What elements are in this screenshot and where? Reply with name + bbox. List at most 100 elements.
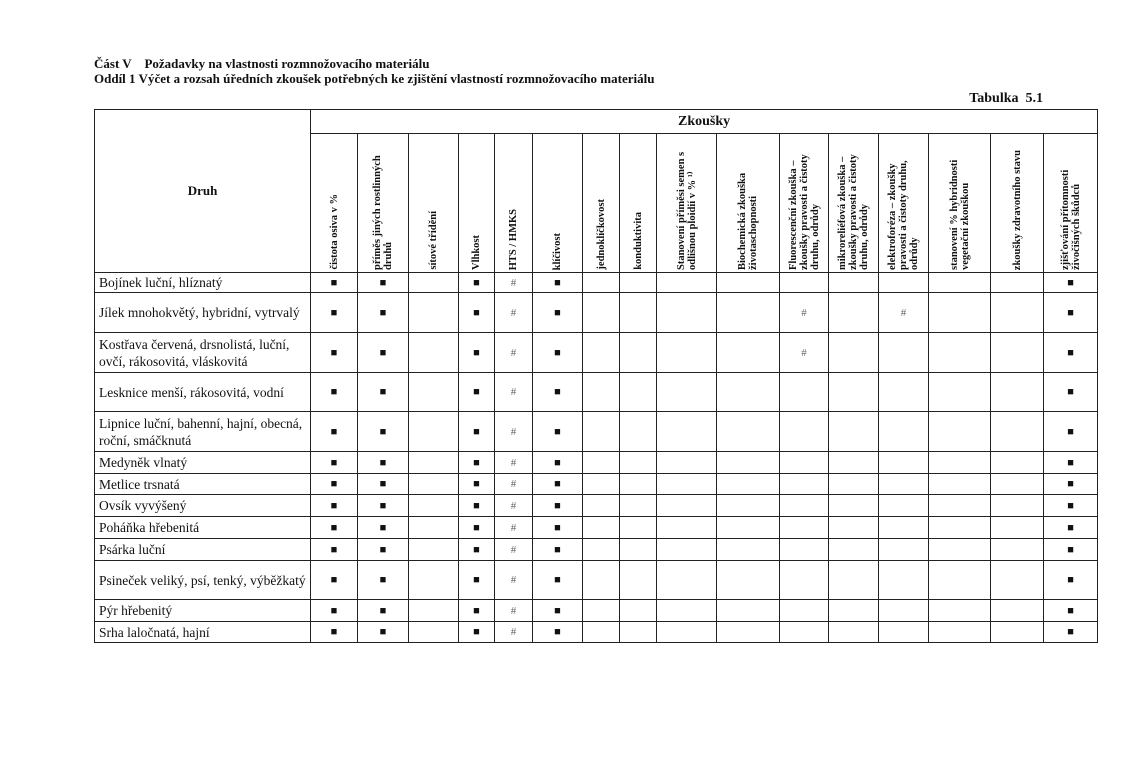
square-mark: ■ [554,276,561,289]
column-header: Vlhkost [458,133,495,273]
hash-mark: # [510,306,517,319]
test-cell: ■ [357,372,409,412]
column-header-label: HTS / HMKS [508,208,519,270]
test-cell: ■ [532,292,583,333]
test-cell [928,560,991,600]
test-cell [828,560,879,600]
table-row: Jílek mnohokvětý, hybridní, vytrvalý ■ ■ ■ #… [94,292,1099,333]
test-cell: ■ [310,272,358,293]
test-cell [582,473,620,495]
species-name: Pýr hřebenitý [94,599,311,622]
test-cell [408,451,459,474]
square-mark: ■ [473,456,480,469]
species-name: Kostřava červená, drsnolistá, luční, ovč… [94,332,311,373]
test-cell [828,411,879,452]
species-name: Metlice trsnatá [94,473,311,495]
test-cell: ■ [357,451,409,474]
test-cell [619,411,657,452]
test-cell [619,516,657,539]
test-cell: ■ [357,560,409,600]
test-cell: ■ [357,516,409,539]
hash-mark: # [510,346,517,359]
test-cell: # [878,292,929,333]
test-cell [582,516,620,539]
test-cell: # [494,451,533,474]
species-name: Jílek mnohokvětý, hybridní, vytrvalý [94,292,311,333]
test-cell: ■ [357,332,409,373]
test-cell [716,332,780,373]
test-cell [828,372,879,412]
test-cell [990,560,1044,600]
test-cell: ■ [1042,473,1099,495]
square-mark: ■ [554,499,561,512]
test-cell: ■ [1042,332,1099,373]
square-mark: ■ [379,306,387,319]
column-header-label: jednoklíčkovost [595,199,607,270]
hash-mark: # [900,306,907,319]
table-row: Pýr hřebenitý ■ ■ ■ # ■ ■ [94,599,1099,622]
test-cell [656,621,717,643]
square-mark: ■ [1067,626,1074,638]
test-cell [582,372,620,412]
test-cell [828,621,879,643]
square-mark: ■ [330,604,338,617]
test-cell: # [494,473,533,495]
test-cell [619,272,657,293]
test-cell [408,494,459,517]
test-cell: ■ [357,411,409,452]
test-cell [656,599,717,622]
druh-header: Druh [94,109,311,273]
test-cell [582,538,620,561]
test-cell [928,494,991,517]
test-cell [656,494,717,517]
group-header: Zkoušky [309,109,1099,134]
test-cell [779,516,829,539]
column-header-label: konduktivita [632,212,644,270]
test-cell [928,372,991,412]
column-header-label: zjišťování přítomnosti živočišných škůdc… [1059,169,1082,270]
test-cell [656,332,717,373]
test-cell: ■ [310,332,358,373]
species-name: Lesknice menší, rákosovitá, vodní [94,372,311,412]
tests-table: Druh Zkoušky čistota osiva v % příměs jin… [94,109,1099,643]
square-mark: ■ [473,499,480,512]
test-cell [928,272,991,293]
test-cell [656,372,717,412]
test-cell: ■ [310,560,358,600]
test-cell [779,451,829,474]
test-cell [716,516,780,539]
test-cell: ■ [532,494,583,517]
test-cell [878,372,929,412]
test-cell [408,372,459,412]
test-cell [656,451,717,474]
square-mark: ■ [330,306,338,319]
square-mark: ■ [554,543,561,556]
square-mark: ■ [330,543,338,556]
test-cell [656,292,717,333]
test-cell: ■ [357,494,409,517]
test-cell: ■ [357,272,409,293]
test-cell: ■ [357,621,409,643]
part-title: Část V Požadavky na vlastnosti rozmnožov… [94,56,430,71]
table-row: Medyněk vlnatý ■ ■ ■ # ■ ■ [94,451,1099,474]
test-cell: ■ [357,473,409,495]
test-cell: ■ [458,621,495,643]
square-mark: ■ [473,626,480,638]
column-header-label: Fluorescenční zkouška – zkoušky pravosti… [787,154,821,270]
test-cell: ■ [532,272,583,293]
test-cell [619,332,657,373]
column-header: HTS / HMKS [494,133,533,273]
column-header: elektroforéza – zkoušky pravosti a čisto… [878,133,929,273]
test-cell [408,411,459,452]
square-mark: ■ [1067,604,1074,617]
table-row: Kostřava červená, drsnolistá, luční, ovč… [94,332,1099,373]
square-mark: ■ [473,306,480,319]
test-cell [828,494,879,517]
test-cell [828,473,879,495]
table-label: Tabulka 5.1 [969,91,1043,106]
test-cell: ■ [1042,494,1099,517]
test-cell: ■ [310,473,358,495]
hash-mark: # [510,456,517,469]
table-row: Srha laločnatá, hajní ■ ■ ■ # ■ ■ [94,621,1099,643]
column-header: čistota osiva v % [310,133,358,273]
